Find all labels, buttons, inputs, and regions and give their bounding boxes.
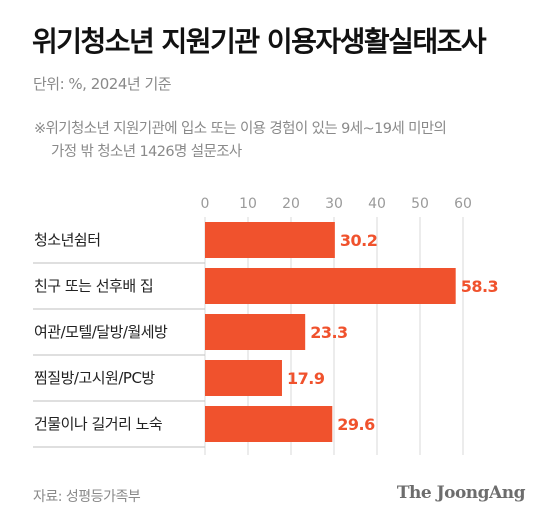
category-label: 친구 또는 선후배 집 <box>34 277 153 295</box>
category-label: 찜질방/고시원/PC방 <box>34 369 155 387</box>
bar <box>205 314 306 350</box>
x-tick-label: 10 <box>239 196 257 212</box>
bar <box>205 222 335 258</box>
category-label: 청소년쉼터 <box>34 231 101 249</box>
survey-note: ※위기청소년 지원기관에 입소 또는 이용 경험이 있는 9세~19세 미만의 … <box>34 118 534 164</box>
x-tick-label: 60 <box>454 196 472 212</box>
unit-label: 단위: %, 2024년 기준 <box>33 75 172 93</box>
value-label: 29.6 <box>337 415 375 434</box>
x-tick-label: 30 <box>325 196 343 212</box>
survey-note-line-1: ※위기청소년 지원기관에 입소 또는 이용 경험이 있는 9세~19세 미만의 <box>34 121 447 137</box>
bar <box>205 406 333 442</box>
survey-note-line-2: 가정 밖 청소년 1426명 설문조사 <box>51 144 242 160</box>
value-label: 23.3 <box>310 323 347 342</box>
category-label: 여관/모텔/달방/월세방 <box>34 323 168 341</box>
bar <box>205 268 456 304</box>
x-tick-label: 50 <box>411 196 429 212</box>
value-label: 17.9 <box>287 369 325 388</box>
bar <box>205 360 282 396</box>
x-tick-label: 40 <box>368 196 386 212</box>
chart-title: 위기청소년 지원기관 이용자생활실태조사 <box>32 25 487 58</box>
x-tick-label: 20 <box>282 196 300 212</box>
value-label: 30.2 <box>340 231 377 250</box>
source-label: 자료: 성평등가족부 <box>33 489 141 505</box>
category-label: 건물이나 길거리 노숙 <box>34 415 162 433</box>
x-tick-label: 0 <box>201 196 210 212</box>
brand-logo: The JoongAng <box>396 483 526 503</box>
value-label: 58.3 <box>461 277 498 296</box>
